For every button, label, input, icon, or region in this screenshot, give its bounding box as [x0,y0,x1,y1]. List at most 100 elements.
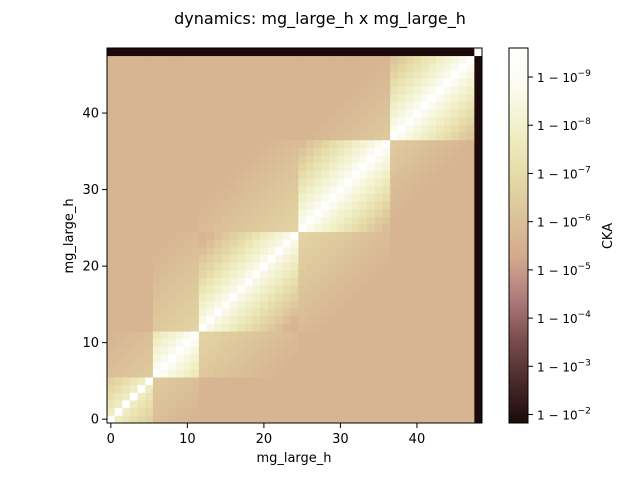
heatmap-cell [374,116,383,125]
heatmap-cell [390,407,399,416]
heatmap-cell [397,193,406,202]
heatmap-cell [267,384,276,393]
heatmap-cell [397,315,406,324]
heatmap-cell [175,323,184,332]
heatmap-cell [122,269,131,278]
heatmap-cell [443,346,452,355]
heatmap-cell [397,208,406,217]
heatmap-cell [420,285,429,294]
heatmap-cell [137,48,146,57]
heatmap-cell [390,338,399,347]
heatmap-cell [267,262,276,271]
heatmap-cell [114,55,123,64]
heatmap-cell [374,354,383,363]
heatmap-cell [114,323,123,332]
heatmap-cell [367,185,376,194]
heatmap-cell [428,369,437,378]
heatmap-cell [443,224,452,233]
heatmap-cell [443,170,452,179]
heatmap-cell [359,93,368,102]
heatmap-cell [252,216,261,225]
heatmap-cell [321,201,330,210]
heatmap-cell [275,392,284,401]
heatmap-cell [459,185,468,194]
heatmap-cell [305,292,315,301]
heatmap-cell [221,415,230,424]
heatmap-cell [114,400,123,409]
heatmap-cell [290,55,299,64]
heatmap-cell [107,48,116,57]
heatmap-cell [466,208,475,217]
heatmap-cell [290,201,299,210]
heatmap-cell [374,155,383,164]
heatmap-cell [305,162,315,171]
heatmap-cell [137,315,146,324]
heatmap-cell [420,170,429,179]
heatmap-cell [145,231,154,240]
heatmap-cell [114,346,123,355]
heatmap-cell [275,124,284,133]
heatmap-cell [459,384,468,393]
heatmap-cell [451,124,460,133]
plot-frame [106,47,483,424]
heatmap-cell [344,132,353,141]
heatmap-cell [428,147,437,156]
heatmap-cell [175,86,184,95]
heatmap-cell [183,277,192,286]
heatmap-cell [298,185,307,194]
heatmap-cell [298,315,307,324]
heatmap-cell [283,354,292,363]
heatmap-cell [321,262,330,271]
heatmap-cell [275,369,284,378]
heatmap-cell [283,315,292,324]
heatmap-cell [221,116,230,125]
x-tick-label: 40 [409,432,426,447]
heatmap-cell [229,315,238,324]
heatmap-cell [428,292,437,301]
heatmap-cell [252,308,261,317]
heatmap-cell [283,269,292,278]
heatmap-cell [428,63,437,72]
heatmap-cell [367,262,376,271]
heatmap-cell [290,331,299,340]
heatmap-cell [466,147,475,156]
heatmap-cell [237,377,246,386]
heatmap-cell [283,48,292,57]
heatmap-cell [374,178,383,187]
heatmap-cell [122,407,131,416]
heatmap-cell [321,63,330,72]
heatmap-cell [260,231,269,240]
heatmap-cell [351,48,360,57]
heatmap-cell [359,132,368,141]
heatmap-cell [313,132,322,141]
heatmap-cell [305,48,315,57]
heatmap-cell [275,132,284,141]
heatmap-cell [198,292,207,301]
heatmap-cell [206,323,215,332]
heatmap-cell [451,384,460,393]
heatmap-cell [114,48,123,57]
heatmap-cell [428,124,437,133]
heatmap-cell [267,162,276,171]
heatmap-cell [191,361,200,370]
heatmap-cell [290,346,299,355]
heatmap-cell [221,78,230,87]
heatmap-cell [260,162,269,171]
heatmap-cell [191,239,200,248]
heatmap-cell [244,193,253,202]
heatmap-cell [152,346,161,355]
heatmap-cell [122,231,131,240]
heatmap-cell [367,239,376,248]
heatmap-cell [336,331,345,340]
heatmap-cell [374,216,383,225]
heatmap-cell [252,323,261,332]
heatmap-cell [459,308,468,317]
heatmap-cell [390,48,399,57]
heatmap-cell [137,101,146,110]
heatmap-cell [283,361,292,370]
heatmap-cell [290,48,299,57]
heatmap-cell [436,78,445,87]
heatmap-cell [459,48,468,57]
heatmap-cell [313,86,322,95]
heatmap-cell [344,407,353,416]
